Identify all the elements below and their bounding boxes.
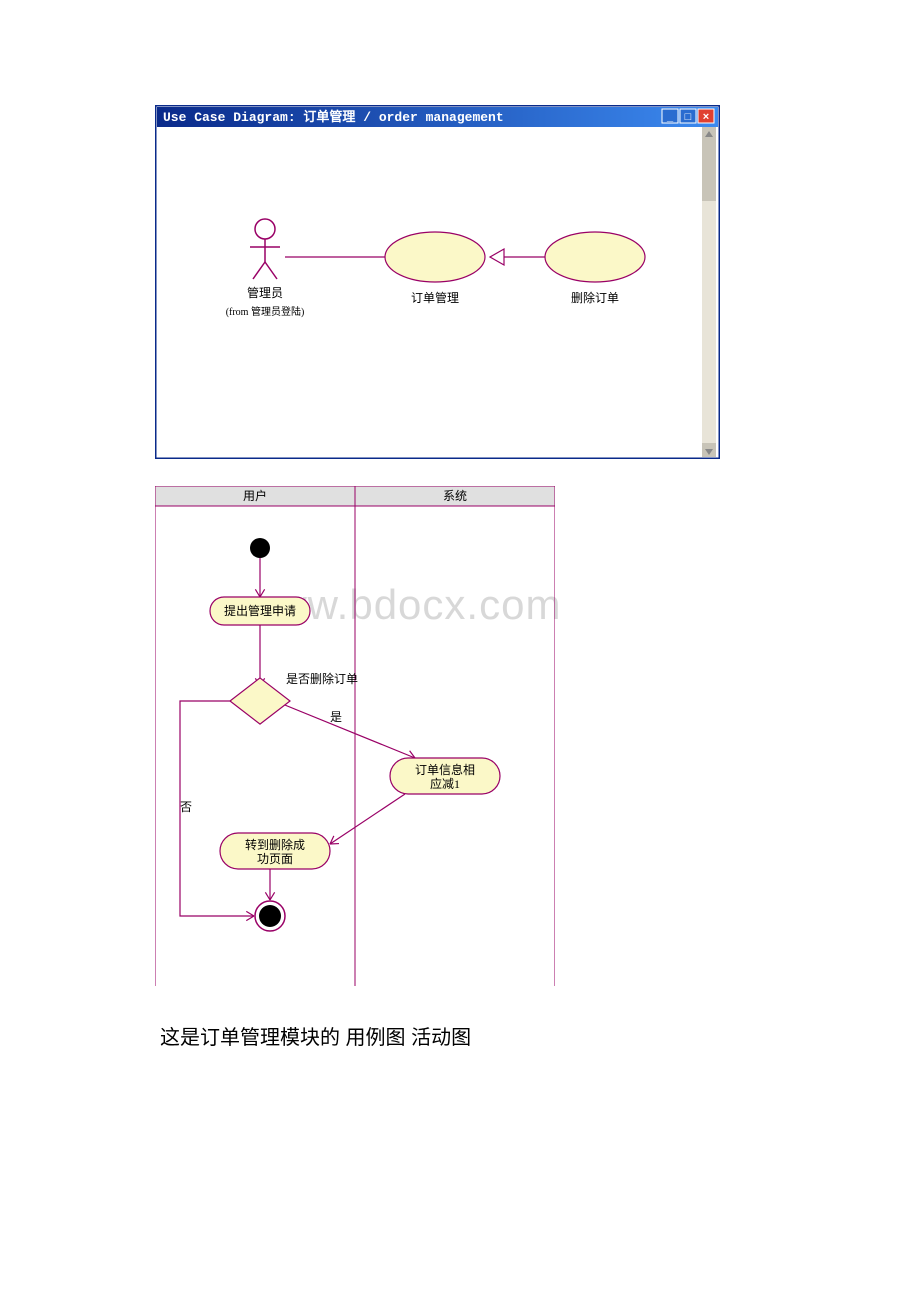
branch-no: 否 xyxy=(180,800,192,814)
actor-sublabel: (from 管理员登陆) xyxy=(226,305,305,318)
activity-diagram-wrap: www.bdocx.com 用户系统提出管理申请是否删除订单是否订单信息相应减1… xyxy=(155,486,920,991)
usecase-uc2-label: 删除订单 xyxy=(571,290,619,305)
usecase-uc2 xyxy=(545,232,645,282)
svg-text:□: □ xyxy=(685,111,692,123)
caption-text: 这是订单管理模块的 用例图 活动图 xyxy=(160,1021,920,1050)
actor-label: 管理员 xyxy=(247,285,283,300)
activity-label: 订单信息相 xyxy=(415,762,475,777)
usecase-window: Use Case Diagram: 订单管理 / order managemen… xyxy=(155,105,920,464)
activity-edge xyxy=(330,794,405,844)
usecase-uc1-label: 订单管理 xyxy=(411,290,459,305)
activity-label: 转到删除成 xyxy=(245,837,305,852)
svg-text:_: _ xyxy=(666,111,674,123)
activity-label: 提出管理申请 xyxy=(224,603,296,618)
activity-label: 功页面 xyxy=(257,852,293,866)
branch-yes: 是 xyxy=(330,710,342,724)
decision-node xyxy=(230,678,290,724)
usecase-uc1 xyxy=(385,232,485,282)
lane-header: 用户 xyxy=(243,488,267,503)
usecase-window-svg: Use Case Diagram: 订单管理 / order managemen… xyxy=(155,105,720,459)
lane-header: 系统 xyxy=(443,489,467,503)
svg-text:×: × xyxy=(703,111,709,123)
window-title: Use Case Diagram: 订单管理 / order managemen… xyxy=(163,109,504,125)
activity-svg: 用户 系统提出管理申请是否删除订单是否 订单信息相应减1 转到删除成功页面 xyxy=(155,486,555,986)
decision-label: 是否删除订单 xyxy=(286,671,358,686)
initial-node xyxy=(250,538,270,558)
activity-label: 应减1 xyxy=(430,776,460,791)
activity-edge xyxy=(275,701,415,758)
